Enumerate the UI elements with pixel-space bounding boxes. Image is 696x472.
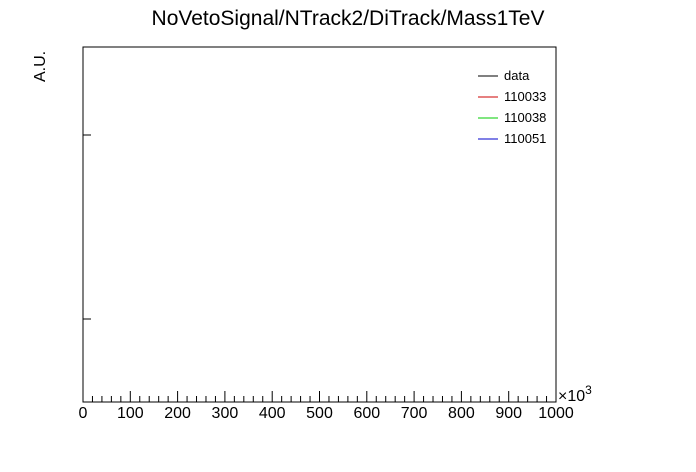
plot-frame [82, 46, 557, 403]
x-tick-label: 700 [401, 405, 428, 422]
x-tick-label: 200 [164, 405, 191, 422]
x-tick-label: 800 [448, 405, 475, 422]
legend: data 110033 110038 110051 [478, 68, 546, 146]
x-axis-ticks [82, 391, 557, 402]
x-axis-tick-labels: 0 100 200 300 400 500 600 700 800 900 1000 [79, 405, 574, 422]
x-tick-label: 300 [212, 405, 239, 422]
x-axis-exponent: ×103 [558, 383, 592, 405]
x-tick-label: 500 [306, 405, 333, 422]
x-axis-exponent-power: 3 [585, 383, 592, 397]
x-tick-label: 900 [495, 405, 522, 422]
x-tick-label: 0 [79, 405, 88, 422]
x-axis-exponent-base: ×10 [558, 388, 585, 405]
x-tick-label: 400 [259, 405, 286, 422]
x-tick-label: 1000 [538, 405, 574, 422]
legend-label: 110051 [504, 131, 546, 146]
y-axis-label: A.U. [32, 51, 49, 82]
x-tick-label: 100 [117, 405, 144, 422]
legend-label: 110038 [504, 110, 546, 125]
x-tick-label: 600 [353, 405, 380, 422]
chart-title: NoVetoSignal/NTrack2/DiTrack/Mass1TeV [152, 7, 545, 30]
legend-label: 110033 [504, 89, 546, 104]
legend-label: data [504, 68, 530, 83]
